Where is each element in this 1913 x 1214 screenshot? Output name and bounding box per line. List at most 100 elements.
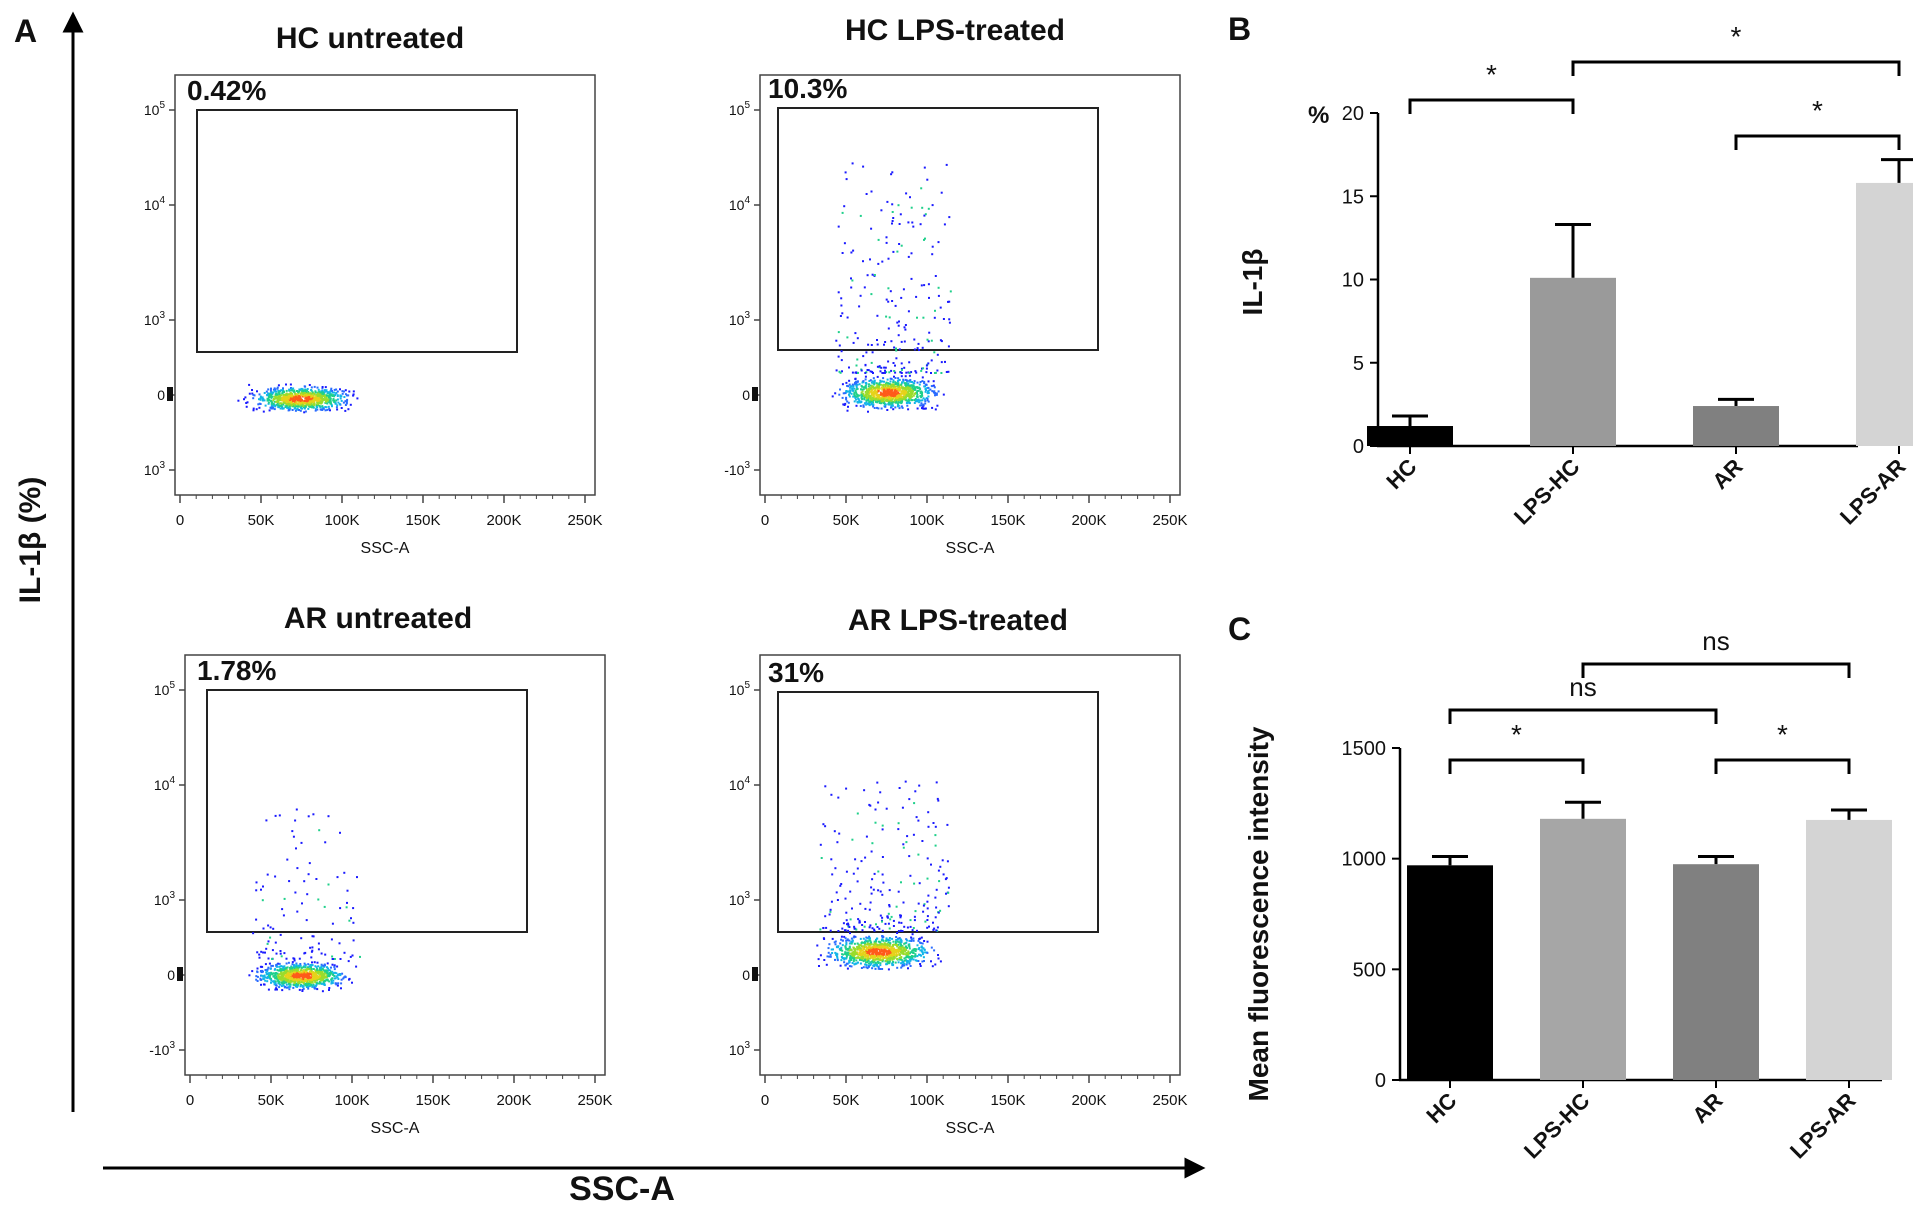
flow-x-axis-label: SSC-A <box>946 540 995 557</box>
y-tick-label: 15 <box>1342 186 1364 208</box>
flow-x-tick-label: 200K <box>1071 1092 1106 1109</box>
x-tick-label: LPS-HC <box>1509 454 1585 530</box>
y-tick-label: 1500 <box>1342 738 1387 760</box>
flow-x-tick-label: 250K <box>1152 512 1187 529</box>
panel-c-bar-chart: 0 500 1000 1500 Mean fluorescence intensity H… <box>1243 626 1892 1163</box>
flow-gate <box>206 689 528 933</box>
flow-plot-title: AR LPS-treated <box>848 604 1068 637</box>
bar-lps-ar <box>1806 819 1892 1080</box>
flow-gate-percent: 31% <box>768 657 824 688</box>
flow-x-tick-label: 150K <box>990 1092 1025 1109</box>
bar-hc <box>1367 426 1453 446</box>
flow-plot-1: HC untreated 105 104 103 0 103 0 50K 100K 150K 200… <box>144 22 603 557</box>
significance-label: * <box>1486 59 1497 90</box>
y-tick-label: 1000 <box>1342 849 1387 871</box>
flow-plots: HC untreated 105 104 103 0 103 0 50K 100K 150K 200… <box>144 14 1188 1137</box>
flow-x-tick-label: 50K <box>833 1092 860 1109</box>
flow-event-cloud <box>831 162 952 413</box>
significance-label: ns <box>1702 626 1729 656</box>
flow-x-tick-label: 50K <box>258 1092 285 1109</box>
panel-letter-a: A <box>14 13 37 49</box>
y-tick-label: 20 <box>1342 103 1364 125</box>
flow-x-tick-label: 100K <box>334 1092 369 1109</box>
significance-bracket <box>1714 758 1851 774</box>
x-tick-label: HC <box>1421 1088 1461 1128</box>
flow-x-tick-label: 200K <box>486 512 521 529</box>
flow-gate <box>777 691 1099 933</box>
panel-a-y-axis-title: IL-1β (%) <box>14 477 47 604</box>
y-tick-label: 10 <box>1342 270 1364 292</box>
flow-y-tick-label: 103 <box>729 890 751 908</box>
flow-x-tick-label: 150K <box>405 512 440 529</box>
flow-x-tick-label: 200K <box>496 1092 531 1109</box>
significance-label: * <box>1777 719 1788 750</box>
flow-y-tick-label: 105 <box>729 680 751 698</box>
significance-bracket <box>1448 758 1585 774</box>
flow-x-axis-label: SSC-A <box>361 540 410 557</box>
flow-x-tick-label: 0 <box>176 512 184 529</box>
flow-y-tick-label: 104 <box>729 195 751 213</box>
flow-y-tick-label: 103 <box>154 890 176 908</box>
flow-plot-frame <box>184 654 606 1076</box>
bar-hc <box>1407 865 1493 1080</box>
flow-gate-percent: 0.42% <box>187 75 266 106</box>
flow-x-tick-label: 100K <box>909 512 944 529</box>
panel-letter-c: C <box>1228 611 1251 647</box>
flow-plot-2: HC LPS-treated 105 104 103 0 -103 0 50K 100K 150K… <box>724 14 1187 557</box>
flow-y-tick-label: 0 <box>742 387 750 403</box>
flow-y-tick-label: 103 <box>729 1040 751 1058</box>
y-axis-unit: % <box>1308 102 1329 129</box>
significance-label: * <box>1812 95 1823 126</box>
significance-bracket <box>1734 134 1901 150</box>
flow-axis-marker <box>752 387 758 401</box>
flow-plot-frame <box>759 74 1181 496</box>
flow-x-tick-label: 50K <box>833 512 860 529</box>
flow-y-tick-label: 104 <box>154 775 176 793</box>
flow-event-cloud <box>248 808 361 993</box>
flow-x-tick-label: 50K <box>248 512 275 529</box>
flow-plot-title: HC LPS-treated <box>845 14 1065 47</box>
x-tick-label: LPS-AR <box>1835 454 1911 530</box>
flow-y-tick-label: 0 <box>157 387 165 403</box>
flow-x-tick-label: 0 <box>761 1092 769 1109</box>
x-tick-label: LPS-AR <box>1785 1088 1861 1164</box>
significance-label: * <box>1511 719 1522 750</box>
flow-event-cloud <box>237 383 359 414</box>
panel-letter-b: B <box>1228 11 1251 47</box>
significance-bracket <box>1571 60 1901 76</box>
flow-gate <box>777 107 1099 351</box>
flow-x-tick-label: 150K <box>990 512 1025 529</box>
y-tick-label: 0 <box>1353 436 1364 458</box>
significance-bracket <box>1581 662 1851 678</box>
x-tick-label: LPS-HC <box>1519 1088 1595 1164</box>
flow-x-tick-label: 100K <box>909 1092 944 1109</box>
x-tick-label: AR <box>1707 454 1747 494</box>
y-axis-label: Mean fluorescence intensity <box>1243 726 1274 1101</box>
flow-x-tick-label: 150K <box>415 1092 450 1109</box>
significance-label: * <box>1731 21 1742 52</box>
flow-y-tick-label: 103 <box>144 460 166 478</box>
bar-ar <box>1673 864 1759 1080</box>
flow-y-tick-label: 105 <box>729 100 751 118</box>
flow-x-tick-label: 0 <box>761 512 769 529</box>
flow-x-tick-label: 250K <box>567 512 602 529</box>
flow-event-cloud <box>816 780 950 971</box>
y-tick-label: 500 <box>1353 959 1386 981</box>
flow-x-axis-label: SSC-A <box>946 1120 995 1137</box>
bar-lps-ar <box>1856 182 1913 446</box>
y-tick-label: 5 <box>1353 353 1364 375</box>
flow-y-tick-label: 0 <box>167 967 175 983</box>
flow-y-tick-label: 105 <box>144 100 166 118</box>
flow-x-axis-label: SSC-A <box>371 1120 420 1137</box>
flow-plot-title: HC untreated <box>276 22 464 55</box>
flow-plot-frame <box>174 74 596 496</box>
flow-y-tick-label: -103 <box>149 1040 175 1058</box>
flow-x-tick-label: 250K <box>577 1092 612 1109</box>
flow-y-tick-label: 104 <box>729 775 751 793</box>
bar-lps-hc <box>1530 277 1616 446</box>
x-tick-label: HC <box>1381 454 1421 494</box>
flow-y-tick-label: 103 <box>144 310 166 328</box>
flow-gate <box>196 109 518 353</box>
flow-axis-marker <box>177 967 183 981</box>
